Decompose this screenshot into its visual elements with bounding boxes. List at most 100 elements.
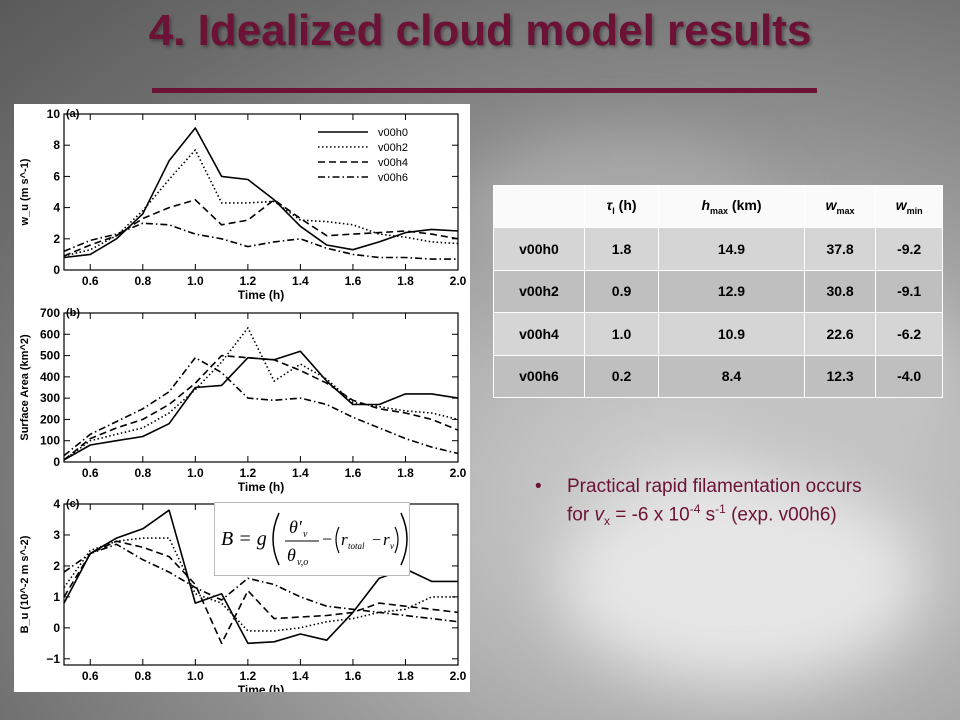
x-tick-label: 1.6 xyxy=(345,466,362,480)
eq-right-paren xyxy=(400,512,408,566)
legend-label-v00h0: v00h0 xyxy=(378,127,408,139)
table-cell-wmax: 30.8 xyxy=(803,269,877,313)
x-tick-label: 1.0 xyxy=(187,669,204,683)
x-tick-label: 1.2 xyxy=(240,669,257,683)
background-cloud xyxy=(560,480,920,680)
table-header-wmin: wmin xyxy=(875,185,943,228)
table-header-empty xyxy=(493,185,585,228)
table-cell-wmin: -9.2 xyxy=(875,227,943,271)
panel-label: (b) xyxy=(66,307,80,319)
bullet-dot: • xyxy=(535,476,542,497)
bullet-text: Practical rapid filamentation occurs for… xyxy=(567,476,862,529)
table-header-hmax: hmax (km) xyxy=(658,185,805,228)
x-tick-label: 1.2 xyxy=(240,274,257,288)
panel-label: (c) xyxy=(66,498,80,510)
series-line-v00h4-2 xyxy=(63,540,459,645)
x-tick-label: 1.4 xyxy=(292,466,309,480)
x-tick-label: 0.8 xyxy=(134,466,151,480)
x-tick-label: 1.8 xyxy=(397,466,414,480)
x-tick-label: 1.8 xyxy=(397,669,414,683)
x-tick-label: 0.6 xyxy=(82,466,99,480)
eq-minus: − xyxy=(322,529,332,549)
table-row: v00h4 1.0 10.9 22.6 -6.2 xyxy=(493,312,943,356)
x-tick-label: 1.6 xyxy=(345,274,362,288)
series-line-v00h4-1 xyxy=(63,354,459,461)
x-tick-label: 2.0 xyxy=(450,669,467,683)
x-tick-label: 1.0 xyxy=(187,274,204,288)
table-cell-hmax: 14.9 xyxy=(658,227,805,271)
y-tick-label: 8 xyxy=(53,138,60,152)
table-cell-wmax: 37.8 xyxy=(803,227,877,271)
x-tick-label: 0.6 xyxy=(82,274,99,288)
x-tick-label: 1.6 xyxy=(345,669,362,683)
y-tick-label: 10 xyxy=(47,107,61,121)
series-line-v00h6-2 xyxy=(63,543,459,623)
y-tick-label: 4 xyxy=(53,497,60,511)
x-tick-label: 2.0 xyxy=(450,274,467,288)
series-line-v00h4-0 xyxy=(63,199,459,257)
eq-theta-num-sub: v xyxy=(303,529,308,540)
eq-r-total-sub: total xyxy=(348,541,365,551)
y-tick-label: 0 xyxy=(53,621,60,635)
table-cell-tau: 0.9 xyxy=(583,269,660,313)
table-cell-tau: 1.0 xyxy=(583,312,660,356)
legend-label-v00h6: v00h6 xyxy=(378,172,408,184)
table-cell-wmin: -4.0 xyxy=(875,354,943,398)
x-tick-label: 2.0 xyxy=(450,466,467,480)
x-tick-label: 1.4 xyxy=(292,274,309,288)
x-tick-label: 1.4 xyxy=(292,669,309,683)
y-tick-label: 0 xyxy=(53,455,60,469)
y-tick-label: 100 xyxy=(40,434,60,448)
y-axis-label: Surface Area (km^2) xyxy=(19,334,31,441)
x-tick-label: 0.8 xyxy=(134,274,151,288)
y-tick-label: 300 xyxy=(40,391,60,405)
eq-left-paren xyxy=(272,512,280,566)
table-row: v00h0 1.8 14.9 37.8 -9.2 xyxy=(493,227,943,271)
table-cell-exp: v00h6 xyxy=(493,354,585,398)
y-tick-label: 1 xyxy=(53,590,60,604)
legend-label-v00h2: v00h2 xyxy=(378,142,408,154)
eq-theta-den: θ xyxy=(287,545,296,565)
table-header-tau: τl (h) xyxy=(583,185,660,228)
eq-lhs: B = g xyxy=(221,528,267,550)
y-tick-label: 500 xyxy=(40,349,60,363)
figure-panels: 0.6 0.8 1.0 1.2 1.4 1.6 1.8 2.0 0 2 4 6 8 10 (a) Time (… xyxy=(14,104,470,692)
eq-minus-2: − xyxy=(372,532,381,549)
series-line-v00h6-1 xyxy=(63,356,459,457)
series-line-v00h2-2 xyxy=(63,537,458,632)
table-cell-exp: v00h2 xyxy=(493,269,585,313)
eq-r-v: r xyxy=(383,530,390,549)
table-cell-wmax: 12.3 xyxy=(803,354,877,398)
series-line-v00h2-1 xyxy=(63,327,459,461)
eq-r-v-sub: v xyxy=(390,541,394,551)
eq-inner-left-paren xyxy=(335,526,340,554)
title-underline xyxy=(152,88,817,93)
y-tick-label: 4 xyxy=(53,201,60,215)
y-tick-label: 3 xyxy=(53,528,60,542)
table-cell-wmin: -9.1 xyxy=(875,269,943,313)
y-axis-label: B_u (10^-2 m s^-2) xyxy=(19,535,31,633)
x-axis-label: Time (h) xyxy=(238,480,284,494)
table-cell-tau: 1.8 xyxy=(583,227,660,271)
x-axis-label: Time (h) xyxy=(238,288,284,302)
series-line-v00h6-0 xyxy=(63,222,458,260)
y-tick-label: −1 xyxy=(46,652,60,666)
x-tick-label: 1.8 xyxy=(397,274,414,288)
equation-graphic: B = g θ′ v θ v,o − r total − r v xyxy=(221,512,408,568)
y-tick-label: 2 xyxy=(53,232,60,246)
results-table-grid: τl (h) hmax (km) wmax wmin v00h0 1.8 14.… xyxy=(493,185,943,398)
table-row: v00h6 0.2 8.4 12.3 -4.0 xyxy=(493,354,943,398)
page-title: 4. Idealized cloud model results xyxy=(148,6,812,55)
table-cell-exp: v00h0 xyxy=(493,227,585,271)
y-tick-label: 0 xyxy=(53,263,60,277)
y-tick-label: 2 xyxy=(53,559,60,573)
table-header-row: τl (h) hmax (km) wmax wmin xyxy=(493,185,943,228)
results-table: τl (h) hmax (km) wmax wmin v00h0 1.8 14.… xyxy=(493,185,943,398)
x-tick-label: 0.6 xyxy=(82,669,99,683)
eq-inner-right-paren xyxy=(394,526,399,554)
table-row: v00h2 0.9 12.9 30.8 -9.1 xyxy=(493,269,943,313)
y-tick-label: 600 xyxy=(40,327,60,341)
panel-label: (a) xyxy=(66,108,80,120)
y-tick-label: 6 xyxy=(53,169,60,183)
